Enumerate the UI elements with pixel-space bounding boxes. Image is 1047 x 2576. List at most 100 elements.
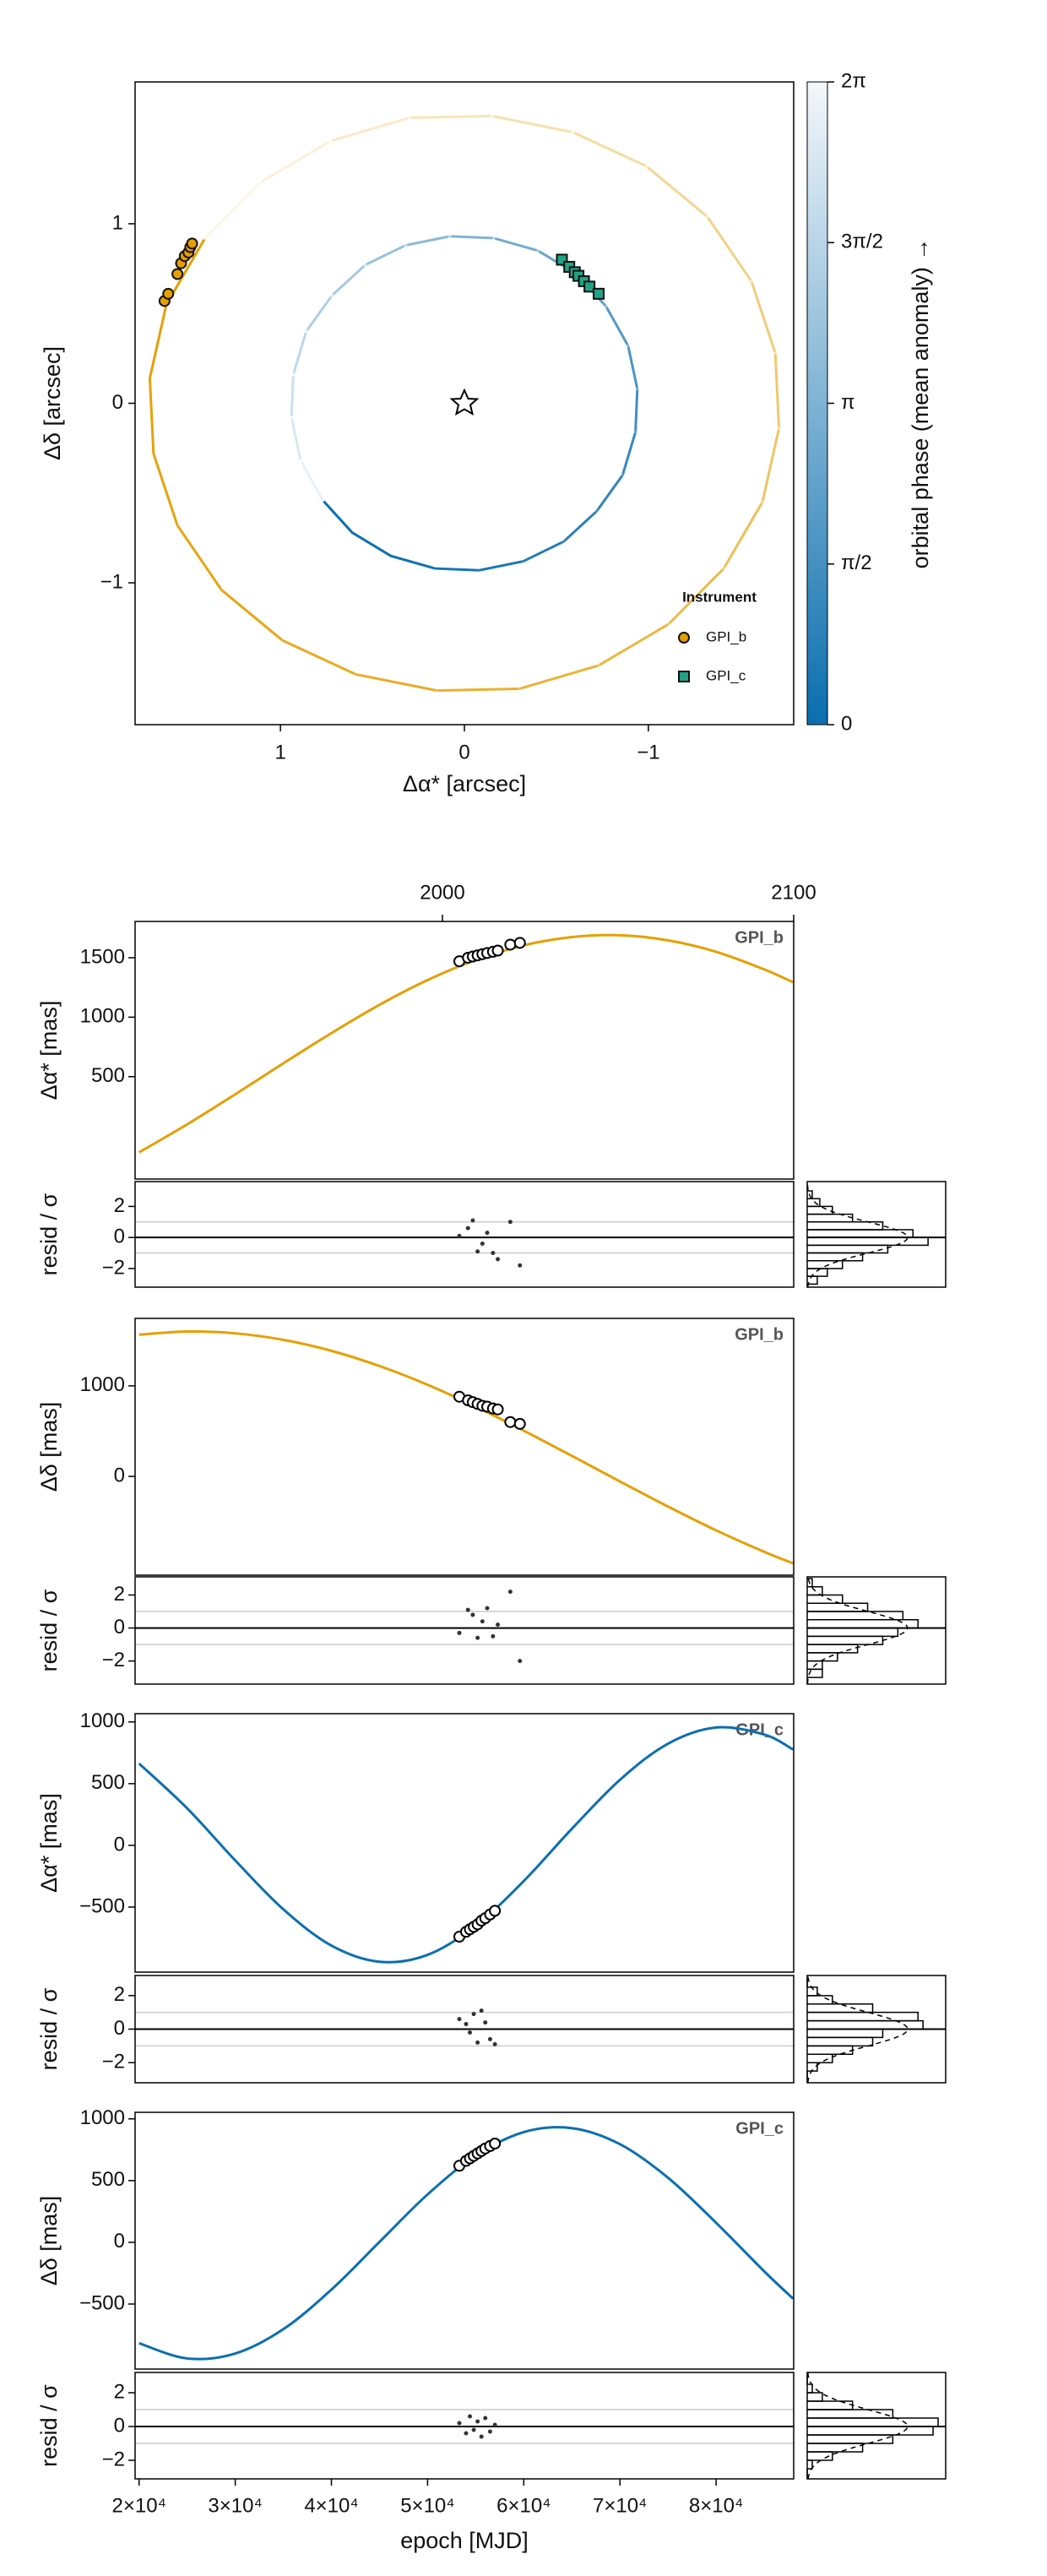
normal-curve xyxy=(806,2372,909,2480)
phase-shade xyxy=(626,344,639,391)
model-curve xyxy=(138,1329,794,1565)
phase-shade xyxy=(330,263,367,297)
resid-axis-label: resid / σ xyxy=(36,2384,62,2467)
hist-bin xyxy=(807,1611,904,1621)
phase-shade xyxy=(354,672,439,693)
phase-shade xyxy=(435,687,522,693)
x-tick-label: 1 xyxy=(274,741,285,764)
phase-shade xyxy=(760,427,781,504)
phase-shade xyxy=(433,567,481,573)
phase-shade xyxy=(633,387,639,434)
hist-bin xyxy=(807,2036,874,2047)
phase-shade xyxy=(597,622,670,667)
phase-shade xyxy=(258,139,332,185)
resid-y-tick-label: 0 xyxy=(114,1226,125,1248)
y-tick-label: 500 xyxy=(91,1771,125,1794)
plot-frame xyxy=(134,81,795,726)
data-point xyxy=(186,237,198,250)
phase-shade xyxy=(594,473,625,514)
residual-point xyxy=(457,2421,462,2426)
y-tick-label: 500 xyxy=(91,1064,125,1087)
residual-point xyxy=(457,1233,462,1238)
phase-shade xyxy=(290,372,296,420)
phase-shade xyxy=(407,114,494,120)
legend-label: GPI_c xyxy=(706,667,746,683)
hist-bin xyxy=(807,1221,884,1231)
legend-label: GPI_b xyxy=(706,628,746,644)
data-point xyxy=(513,937,526,949)
data-point xyxy=(504,1416,517,1428)
residual-point xyxy=(475,2040,480,2045)
hist-bin xyxy=(807,1602,869,1612)
y-tick-label: 0 xyxy=(114,2230,125,2253)
hist-bin xyxy=(807,1236,929,1247)
residual-point xyxy=(479,2008,484,2014)
hist-bin xyxy=(807,1578,813,1588)
hist-bin xyxy=(807,2434,894,2444)
data-point xyxy=(489,1905,502,1917)
phase-shade xyxy=(773,351,781,431)
residual-point xyxy=(468,2414,473,2419)
resid-axis-label: resid / σ xyxy=(36,1987,62,2070)
phase-shade xyxy=(518,663,601,691)
hist-bin xyxy=(807,2053,833,2063)
hist-bin xyxy=(807,1644,859,1654)
residual-point xyxy=(487,2429,492,2434)
residual-point xyxy=(492,2422,497,2427)
y-tick-label: 500 xyxy=(91,2168,125,2191)
plot-frame xyxy=(134,1576,795,1685)
y-axis-label: Δδ [arcsec] xyxy=(40,346,65,460)
y-tick-label: 1500 xyxy=(80,945,125,968)
phase-shade xyxy=(176,524,224,592)
residual-point xyxy=(485,1231,490,1236)
y-tick-label: 0 xyxy=(112,391,123,414)
x-axis-label: Δα* [arcsec] xyxy=(403,771,526,796)
x-tick-label: 5×10⁴ xyxy=(400,2494,454,2517)
hist-bin xyxy=(807,2400,854,2410)
x-tick-label: 7×10⁴ xyxy=(593,2494,647,2517)
resid-y-tick-label: 2 xyxy=(114,2380,125,2403)
resid-y-tick-label: −2 xyxy=(102,1649,125,1671)
plot-frame xyxy=(134,2111,795,2370)
resid-y-tick-label: 2 xyxy=(114,1583,125,1606)
residual-point xyxy=(518,1263,523,1268)
residual-point xyxy=(475,1249,480,1254)
phase-shade xyxy=(666,567,726,626)
data-point xyxy=(491,944,504,957)
residual-point xyxy=(480,1619,485,1624)
phase-shade xyxy=(621,430,637,477)
plot-frame xyxy=(134,1713,795,1973)
normal-curve xyxy=(806,1975,909,2084)
resid-y-tick-label: 0 xyxy=(114,2414,125,2437)
hist-bin xyxy=(807,2011,919,2022)
x-tick-label: 6×10⁴ xyxy=(496,2494,551,2517)
y-tick-label: 0 xyxy=(114,1464,125,1486)
phase-shade xyxy=(644,164,709,219)
phase-shade xyxy=(722,500,764,571)
y-tick-label: −500 xyxy=(79,1894,125,1917)
resid-y-tick-label: −2 xyxy=(102,2448,125,2470)
colorbar-tick-label: 0 xyxy=(841,712,852,735)
x-tick-label: 3×10⁴ xyxy=(208,2494,262,2517)
normal-curve xyxy=(806,1576,909,1685)
phase-shade xyxy=(404,234,452,247)
resid-y-tick-label: 2 xyxy=(114,1983,125,2006)
y-axis-label: Δδ [mas] xyxy=(36,1402,62,1492)
y-axis-label: Δα* [mas] xyxy=(36,1001,62,1101)
residual-point xyxy=(470,1218,475,1223)
top-x-tick-label: 2000 xyxy=(420,881,464,904)
hist-bin xyxy=(807,2459,813,2470)
y-tick-label: 1 xyxy=(112,211,123,234)
hist-bin xyxy=(807,1619,919,1629)
data-point xyxy=(593,287,605,300)
residual-point xyxy=(480,1242,485,1247)
residual-point xyxy=(475,2419,480,2424)
data-point xyxy=(489,2137,502,2149)
residual-point xyxy=(471,2427,476,2432)
resid-y-tick-label: −2 xyxy=(102,2051,125,2073)
residual-point xyxy=(457,1630,462,1635)
hist-bin xyxy=(807,2028,884,2039)
hist-bin xyxy=(807,2426,934,2436)
residual-point xyxy=(465,1226,470,1231)
